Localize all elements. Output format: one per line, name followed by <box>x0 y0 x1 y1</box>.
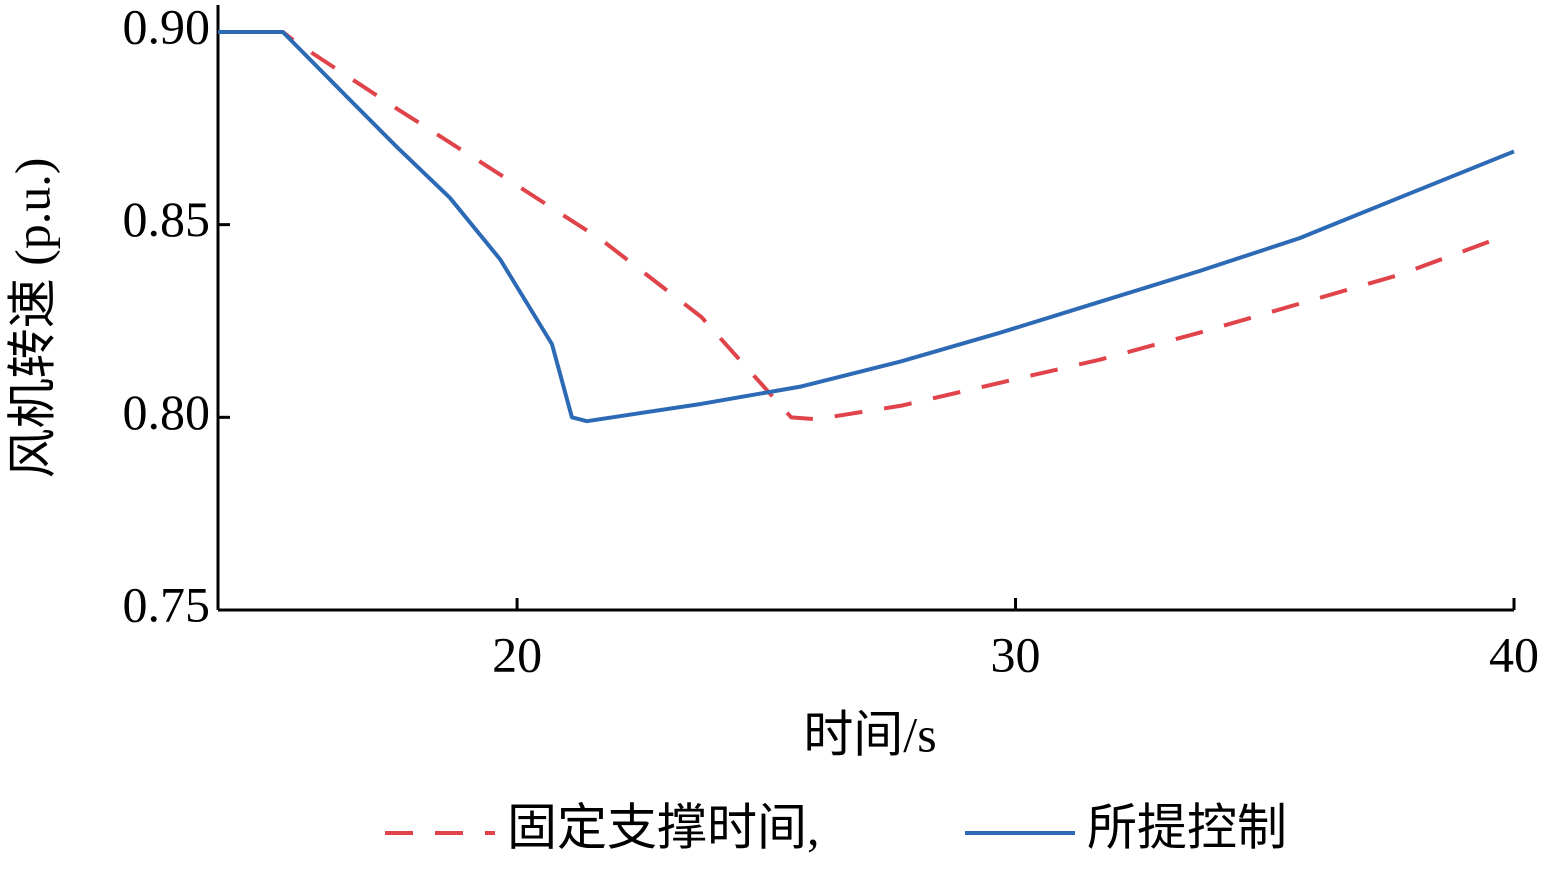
y-tick-label: 0.80 <box>123 384 211 440</box>
x-tick-label: 30 <box>991 626 1041 682</box>
y-axis-label: 风机转速 (p.u.) <box>4 158 60 479</box>
x-axis-label: 时间/s <box>803 706 936 762</box>
x-tick-label: 40 <box>1489 626 1539 682</box>
legend-label: 所提控制 <box>1087 799 1287 855</box>
y-tick-label: 0.90 <box>123 0 211 54</box>
series-line <box>218 29 1505 422</box>
series-line <box>218 29 1515 424</box>
y-tick-label: 0.75 <box>123 576 211 632</box>
legend-label: 固定支撑时间, <box>507 799 820 855</box>
y-tick-label: 0.85 <box>123 191 211 247</box>
x-tick-label: 20 <box>492 626 542 682</box>
